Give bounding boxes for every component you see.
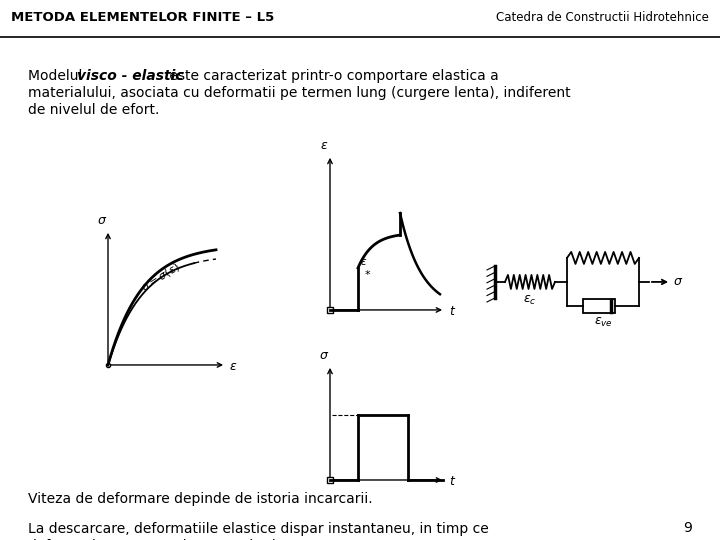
Text: METODA ELEMENTELOR FINITE – L5: METODA ELEMENTELOR FINITE – L5 [11, 11, 274, 24]
Bar [583, 299, 615, 313]
Text: $\sigma = \sigma(\dot{\varepsilon})$: $\sigma = \sigma(\dot{\varepsilon})$ [138, 259, 182, 294]
Text: t: t [449, 306, 454, 319]
Text: este caracterizat printr-o comportare elastica a: este caracterizat printr-o comportare el… [165, 69, 499, 83]
Text: materialului, asociata cu deformatii pe termen lung (curgere lenta), indiferent: materialului, asociata cu deformatii pe … [28, 86, 571, 100]
Text: Catedra de Constructii Hidrotehnice: Catedra de Constructii Hidrotehnice [496, 11, 709, 24]
Text: σ: σ [674, 275, 682, 288]
Text: *: * [365, 270, 371, 280]
Text: La descarcare, deformatiile elastice dispar instantaneu, in timp ce: La descarcare, deformatiile elastice dis… [28, 522, 489, 536]
Text: $\varepsilon_c$: $\varepsilon_c$ [523, 294, 536, 307]
Text: Modelul: Modelul [28, 69, 86, 83]
Text: $\varepsilon_{ve}$: $\varepsilon_{ve}$ [593, 316, 613, 329]
Text: ε: ε [361, 257, 366, 267]
Text: de nivelul de efort.: de nivelul de efort. [28, 103, 159, 117]
Text: deformatia vascoasa descreste in timp.: deformatia vascoasa descreste in timp. [28, 539, 302, 540]
Text: ε: ε [230, 361, 237, 374]
Text: σ: σ [320, 349, 328, 362]
Text: Viteza de deformare depinde de istoria incarcarii.: Viteza de deformare depinde de istoria i… [28, 492, 373, 506]
Text: 9: 9 [683, 521, 692, 535]
Text: t: t [449, 476, 454, 489]
Text: ε: ε [320, 139, 328, 152]
Text: visco - elastic: visco - elastic [77, 69, 184, 83]
Text: σ: σ [98, 214, 106, 227]
